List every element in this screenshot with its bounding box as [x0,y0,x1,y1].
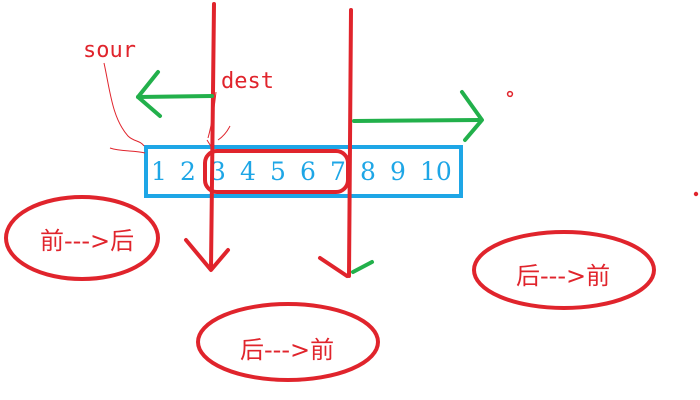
case-middle-ellipse [196,302,380,382]
green-arrow-left-head [136,70,162,118]
array-cell-1: 1 [151,157,167,186]
dot-1 [506,90,514,98]
down-arrow-right-green-tick [351,260,374,274]
sour-pointer [103,62,146,154]
dest-label: dest [221,69,274,94]
array-cell-5: 5 [270,157,286,186]
sour-label: sour [83,38,136,63]
down-arrow-left-head [184,238,230,272]
array-cell-8: 8 [360,157,376,186]
array-cell-2: 2 [180,157,196,186]
down-arrow-right-head [318,256,349,278]
array-cell-4: 4 [240,157,256,186]
array-cell-10: 10 [420,157,452,186]
case-left-ellipse [4,195,160,281]
green-arrow-right [352,118,482,123]
case-left-text: 前--->后 [40,227,134,255]
array-cell-7: 7 [330,157,346,186]
case-middle-text: 后--->前 [240,336,334,364]
green-arrow-left [136,94,214,99]
vertical-line-right [347,8,353,278]
case-right-text: 后--->前 [516,262,610,290]
dot-2 [693,191,699,197]
vertical-line-left [209,2,216,270]
array-cell-6: 6 [300,157,316,186]
dest-pointer [206,91,231,149]
array-cell-9: 9 [390,157,406,186]
green-arrow-right-head [460,90,484,142]
array-box [144,145,463,198]
case-right-ellipse [472,230,656,310]
